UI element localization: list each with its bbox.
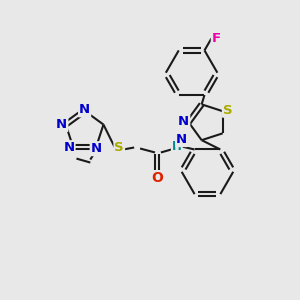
- Text: N: N: [56, 118, 68, 131]
- Text: N: N: [178, 115, 189, 128]
- Text: S: S: [115, 141, 124, 154]
- Text: N: N: [91, 142, 102, 155]
- Text: N: N: [63, 141, 75, 154]
- Text: O: O: [151, 171, 163, 185]
- Text: N: N: [176, 133, 187, 146]
- Text: F: F: [212, 32, 221, 45]
- Text: H: H: [172, 140, 182, 153]
- Text: S: S: [223, 104, 232, 117]
- Text: N: N: [79, 103, 90, 116]
